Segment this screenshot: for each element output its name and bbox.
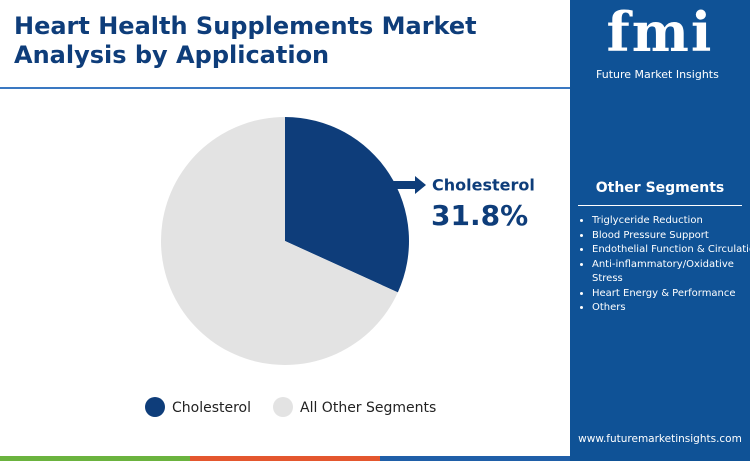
- segment-item: Triglyceride Reduction: [592, 214, 750, 229]
- legend-label: Cholesterol: [172, 400, 251, 416]
- pie-slice: [285, 117, 409, 293]
- strip: [380, 456, 570, 461]
- legend-swatch: [273, 397, 293, 417]
- callout-value: 31.8%: [431, 199, 528, 232]
- title-rule: [0, 87, 570, 89]
- legend-label: All Other Segments: [300, 400, 436, 416]
- segment-list: Triglyceride ReductionBlood Pressure Sup…: [578, 214, 750, 316]
- segment-item: Endothelial Function & Circulation: [592, 243, 750, 258]
- logo: fmi: [606, 0, 714, 64]
- pie-slice: [160, 117, 398, 365]
- callout-label: Cholesterol: [432, 176, 535, 195]
- separator: [578, 205, 742, 206]
- sidebar-heading: Other Segments: [595, 180, 725, 196]
- strip: [190, 456, 380, 461]
- chart: Cholesterol 31.8% Cholesterol All Other Seg…: [145, 117, 535, 417]
- legend-swatch: [145, 397, 165, 417]
- segment-item: Heart Energy & Performance: [592, 287, 750, 302]
- brand: Future Market Insights: [596, 68, 719, 81]
- chart-title: Heart Health Supplements Market Analysis…: [14, 12, 477, 69]
- strip: [0, 456, 190, 461]
- segment-item: Anti-inflammatory/Oxidative Stress: [592, 258, 750, 287]
- segment-item: Others: [592, 301, 750, 316]
- callout-arrow: [393, 176, 426, 194]
- sidebar: fmi Future Market Insights Other Segment…: [570, 0, 750, 461]
- website: www.futuremarketinsights.com: [578, 433, 742, 445]
- segment-item: Blood Pressure Support: [592, 229, 750, 244]
